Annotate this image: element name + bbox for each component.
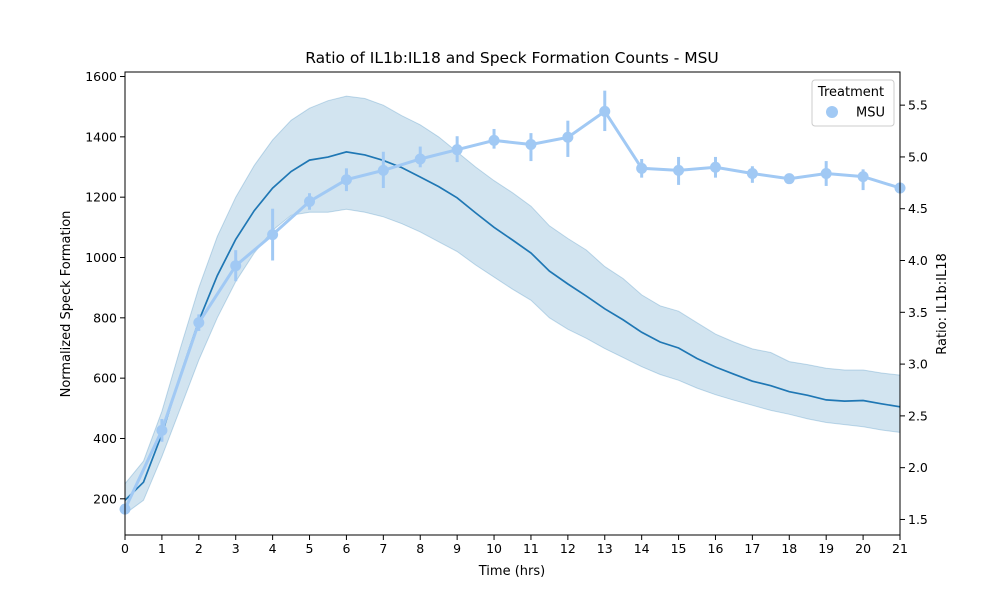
ratio-point	[193, 317, 205, 329]
x-tick-label: 1	[158, 541, 166, 556]
ratio-point	[820, 168, 832, 180]
x-tick-label: 8	[416, 541, 424, 556]
ratio-point	[783, 173, 795, 185]
x-tick-label: 6	[342, 541, 350, 556]
y-right-tick-label: 4.0	[908, 253, 928, 268]
x-tick-label: 5	[306, 541, 314, 556]
ratio-point	[673, 164, 685, 176]
ratio-point	[267, 229, 279, 241]
ratio-point	[599, 105, 611, 117]
y-left-tick-label: 800	[93, 310, 117, 325]
y-axis-left: 200 400 600 800 1000 1200 1400 1600	[85, 69, 125, 506]
ratio-line	[123, 109, 901, 510]
x-tick-label: 16	[708, 541, 724, 556]
x-axis-label: Time (hrs)	[478, 564, 545, 579]
confidence-band-layer	[124, 95, 901, 515]
y-right-tick-label: 4.5	[908, 201, 928, 216]
y-right-tick-label: 2.5	[908, 408, 928, 423]
y-right-tick-label: 1.5	[908, 512, 928, 527]
x-tick-label: 15	[671, 541, 687, 556]
ratio-point	[451, 144, 463, 156]
x-tick-label: 19	[818, 541, 834, 556]
ratio-point	[304, 195, 316, 207]
ratio-point	[709, 161, 721, 173]
y-axis-left-label: Normalized Speck Formation	[59, 211, 74, 398]
ratio-point	[525, 139, 537, 151]
y-left-tick-label: 600	[93, 371, 117, 386]
x-tick-label: 20	[855, 541, 871, 556]
x-tick-label: 21	[892, 541, 908, 556]
y-left-tick-label: 1600	[85, 69, 117, 84]
y-right-tick-label: 5.0	[908, 149, 928, 164]
x-tick-label: 9	[453, 541, 461, 556]
y-left-tick-label: 1000	[85, 250, 117, 265]
y-left-tick-label: 400	[93, 431, 117, 446]
legend-title: Treatment	[817, 85, 884, 100]
ratio-point	[562, 131, 574, 143]
chart-title: Ratio of IL1b:IL18 and Speck Formation C…	[305, 49, 719, 67]
x-tick-label: 17	[744, 541, 760, 556]
x-tick-label: 0	[121, 541, 129, 556]
ratio-point	[488, 134, 500, 146]
ratio-point	[230, 260, 242, 272]
x-axis: 0 1 2 3 4 5 6 7 8 9 10 11 12 13 14 15 16 17 18 19 20 21	[121, 535, 908, 556]
y-right-tick-label: 3.5	[908, 305, 928, 320]
y-right-tick-label: 5.5	[908, 98, 928, 113]
ratio-point	[377, 164, 389, 176]
y-left-tick-label: 1400	[85, 129, 117, 144]
ratio-series-layer	[119, 90, 906, 515]
x-tick-label: 10	[486, 541, 502, 556]
x-tick-label: 2	[195, 541, 203, 556]
legend-entry-msu: MSU	[856, 106, 885, 121]
y-right-tick-label: 2.0	[908, 460, 928, 475]
x-tick-label: 4	[269, 541, 277, 556]
ratio-point	[857, 171, 869, 183]
y-right-tick-label: 3.0	[908, 357, 928, 372]
y-axis-right: 1.5 2.0 2.5 3.0 3.5 4.0 4.5 5.0 5.5	[900, 98, 928, 527]
legend: Treatment MSU	[811, 79, 895, 127]
speck-confidence-band	[124, 95, 901, 515]
y-left-tick-label: 200	[93, 491, 117, 506]
legend-marker-msu	[826, 106, 838, 118]
ratio-point	[746, 168, 758, 180]
x-tick-label: 7	[379, 541, 387, 556]
plot-area-frame	[124, 71, 901, 536]
ratio-point	[340, 174, 352, 186]
x-tick-label: 14	[634, 541, 650, 556]
y-axis-right-label: Ratio: IL1b:IL18	[935, 253, 950, 355]
x-tick-label: 13	[597, 541, 613, 556]
ratio-point	[636, 162, 648, 174]
speck-formation-line	[124, 151, 901, 501]
x-tick-label: 3	[232, 541, 240, 556]
x-tick-label: 12	[560, 541, 576, 556]
x-tick-label: 18	[781, 541, 797, 556]
ratio-point	[414, 153, 426, 165]
ratio-point	[156, 424, 168, 436]
speck-line-layer	[124, 151, 901, 501]
x-tick-label: 11	[523, 541, 539, 556]
y-left-tick-label: 1200	[85, 190, 117, 205]
